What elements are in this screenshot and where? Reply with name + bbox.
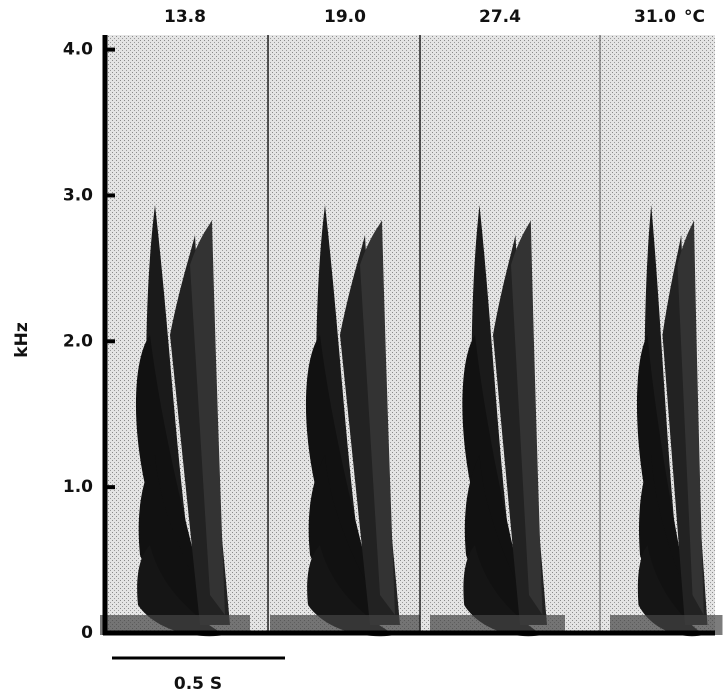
panel-label: 31.0	[634, 7, 676, 27]
y-tick-label: 1.0	[63, 477, 93, 497]
y-tick-label: 3.0	[63, 185, 93, 205]
panel-label: 13.8	[164, 7, 206, 27]
y-axis-label: kHz	[12, 322, 32, 358]
y-tick-label: 0	[81, 623, 93, 643]
panel-label: 19.0	[324, 7, 366, 27]
y-tick-label: 2.0	[63, 331, 93, 351]
y-tick-label: 4.0	[63, 40, 93, 60]
panel-label: 27.4	[479, 7, 521, 27]
unit-label: °C	[684, 7, 705, 27]
scale-bar-label: 0.5 S	[174, 674, 222, 691]
